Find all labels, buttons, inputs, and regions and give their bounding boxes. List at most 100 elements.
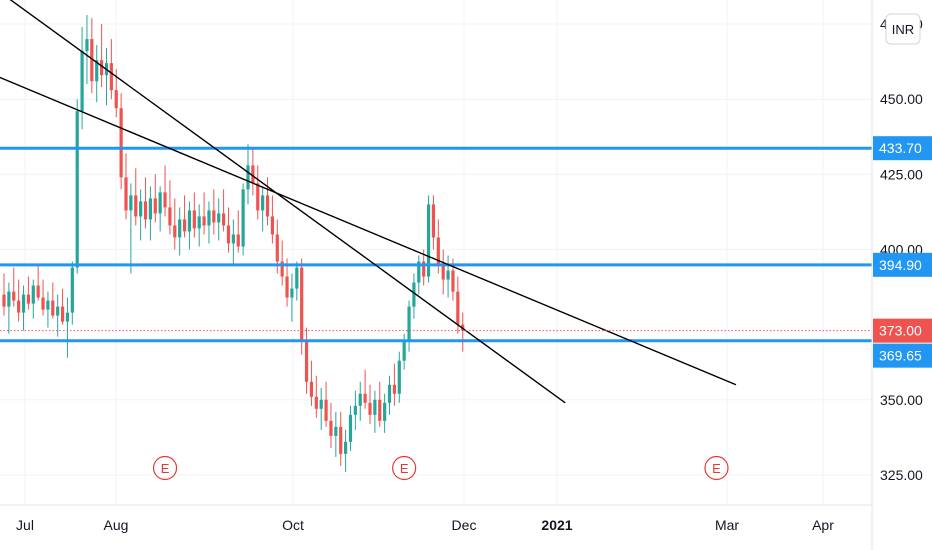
candle[interactable] [75,99,79,274]
candle[interactable] [261,186,265,232]
candle[interactable] [280,240,284,286]
candle[interactable] [173,198,177,250]
candle[interactable] [36,264,40,301]
candle[interactable] [178,207,182,256]
candle[interactable] [163,165,167,217]
candle[interactable] [378,381,382,427]
candle[interactable] [402,333,406,370]
candle[interactable] [417,255,421,295]
candle[interactable] [21,285,26,331]
earnings-marker[interactable]: E [704,455,729,481]
candle[interactable] [60,288,65,325]
candle[interactable] [104,48,109,106]
candle[interactable] [344,429,348,472]
candle[interactable] [182,195,187,238]
candle[interactable] [397,351,401,403]
candle[interactable] [304,327,309,394]
candle[interactable] [358,381,362,421]
candle[interactable] [295,261,299,301]
candle[interactable] [309,360,314,406]
candle[interactable] [363,369,367,409]
candle[interactable] [168,180,172,235]
candle[interactable] [412,273,416,319]
candle[interactable] [392,363,396,406]
earnings-marker[interactable]: E [392,455,417,481]
candle[interactable] [441,249,445,295]
candle[interactable] [314,375,318,418]
candle[interactable] [251,147,255,196]
candle[interactable] [285,258,289,307]
candle[interactable] [373,390,377,433]
candle[interactable] [300,258,304,355]
candle[interactable] [431,195,436,250]
candle[interactable] [12,267,16,307]
candle[interactable] [319,387,323,430]
candle[interactable] [153,174,157,223]
candle[interactable] [148,186,152,241]
candle[interactable] [446,255,450,298]
candle[interactable] [329,402,333,448]
candle[interactable] [41,279,45,316]
trendline[interactable] [0,0,566,404]
candle[interactable] [143,177,148,229]
candle[interactable] [270,195,274,244]
candle[interactable] [265,177,270,226]
currency-badge[interactable]: INR [885,13,921,45]
candle[interactable] [217,198,221,241]
candle[interactable] [129,183,133,274]
candle[interactable] [290,273,294,322]
horizontal-levels[interactable] [0,146,872,343]
candle[interactable] [7,282,11,334]
candle[interactable] [109,39,113,100]
trendlines[interactable] [0,0,737,404]
candle[interactable] [241,183,245,256]
candle[interactable] [222,189,226,232]
candle[interactable] [119,93,123,190]
candle[interactable] [51,282,55,319]
trendline[interactable] [0,75,737,386]
candle[interactable] [95,45,99,103]
candle[interactable] [192,192,196,238]
candle[interactable] [134,168,138,226]
candle[interactable] [56,294,60,337]
candle[interactable] [256,165,260,220]
candle[interactable] [17,279,21,322]
candle[interactable] [100,24,104,88]
candle[interactable] [426,195,431,283]
candle[interactable] [187,201,192,250]
candle[interactable] [212,189,216,235]
candle[interactable] [65,297,70,358]
candle[interactable] [324,381,328,427]
candle[interactable] [2,273,6,316]
candle[interactable] [124,153,128,220]
candlestick-series[interactable] [2,15,465,472]
candle[interactable] [246,144,250,205]
earnings-marker[interactable]: E [152,455,178,481]
candle[interactable] [226,207,231,253]
candle[interactable] [231,219,235,265]
candle[interactable] [353,390,357,430]
candle[interactable] [407,300,411,352]
candle[interactable] [383,393,387,433]
candle[interactable] [339,411,343,466]
candle[interactable] [139,189,143,241]
candle[interactable] [70,261,74,325]
candle[interactable] [26,276,30,310]
candle[interactable] [202,192,206,235]
candle[interactable] [348,405,353,451]
candle[interactable] [31,279,35,319]
candle[interactable] [158,186,162,232]
time-axis[interactable]: Jul Aug Oct Dec 2021 Mar Apr [16,517,834,533]
candle[interactable] [387,375,392,415]
candle[interactable] [85,15,89,85]
candle[interactable] [80,27,84,130]
candle[interactable] [334,411,338,457]
candle[interactable] [46,291,50,328]
candle[interactable] [368,384,372,424]
candle[interactable] [90,18,94,94]
candle[interactable] [207,201,211,244]
candle[interactable] [197,204,201,247]
